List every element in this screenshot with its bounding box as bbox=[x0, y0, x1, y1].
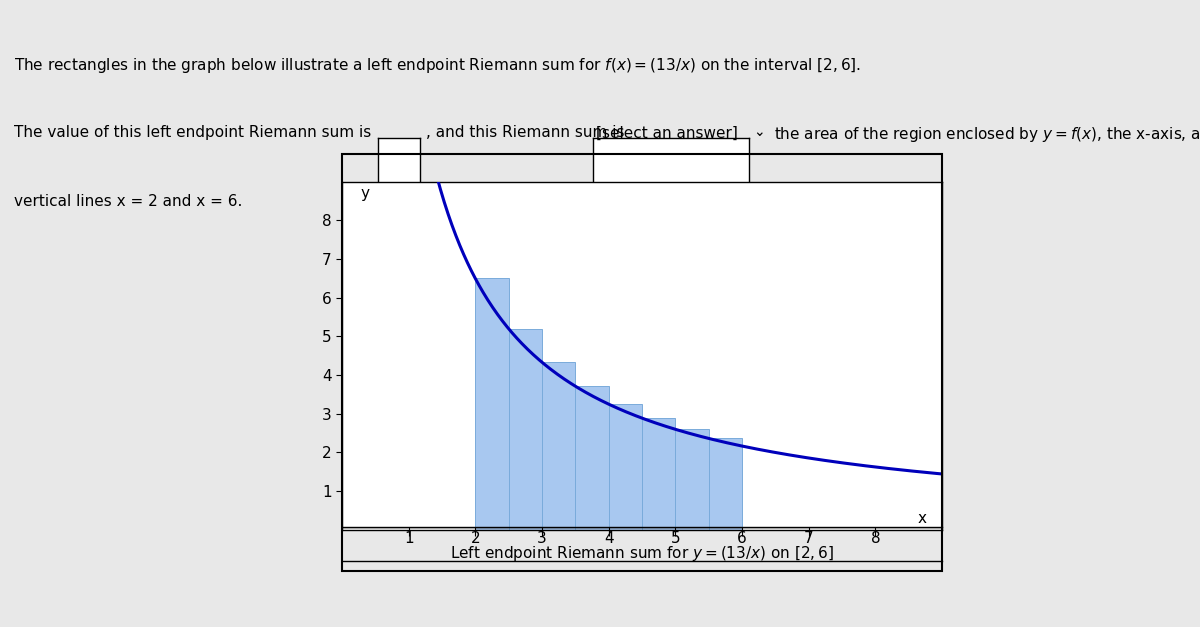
Text: 3: 3 bbox=[538, 531, 547, 546]
Text: vertical lines x = 2 and x = 6.: vertical lines x = 2 and x = 6. bbox=[14, 194, 242, 209]
Text: 8: 8 bbox=[870, 531, 880, 546]
Bar bbox=[642, 418, 676, 530]
Text: y: y bbox=[361, 186, 370, 201]
Text: 6: 6 bbox=[737, 531, 746, 546]
Bar bbox=[575, 386, 608, 530]
Text: [select an answer]: [select an answer] bbox=[596, 125, 738, 140]
Bar bbox=[608, 404, 642, 530]
Bar bbox=[475, 278, 509, 530]
Bar bbox=[509, 329, 542, 530]
Bar bbox=[542, 362, 575, 530]
Text: Left endpoint Riemann sum for $y = (13/x)$ on $[2, 6]$: Left endpoint Riemann sum for $y = (13/x… bbox=[450, 544, 834, 563]
Bar bbox=[709, 438, 742, 530]
Text: the area of the region enclosed by $y = f(x)$, the x-axis, and the: the area of the region enclosed by $y = … bbox=[774, 125, 1200, 144]
Text: 7: 7 bbox=[804, 531, 814, 546]
Text: The value of this left endpoint Riemann sum is: The value of this left endpoint Riemann … bbox=[14, 125, 372, 140]
Text: 1: 1 bbox=[404, 531, 414, 546]
Text: x: x bbox=[918, 511, 926, 525]
Text: ⌄: ⌄ bbox=[754, 125, 766, 139]
Text: The rectangles in the graph below illustrate a left endpoint Riemann sum for $f(: The rectangles in the graph below illust… bbox=[14, 56, 862, 75]
Text: 4: 4 bbox=[604, 531, 613, 546]
Text: , and this Riemann sum is: , and this Riemann sum is bbox=[426, 125, 624, 140]
Text: 5: 5 bbox=[671, 531, 680, 546]
Text: 2: 2 bbox=[470, 531, 480, 546]
Bar bbox=[676, 429, 709, 530]
